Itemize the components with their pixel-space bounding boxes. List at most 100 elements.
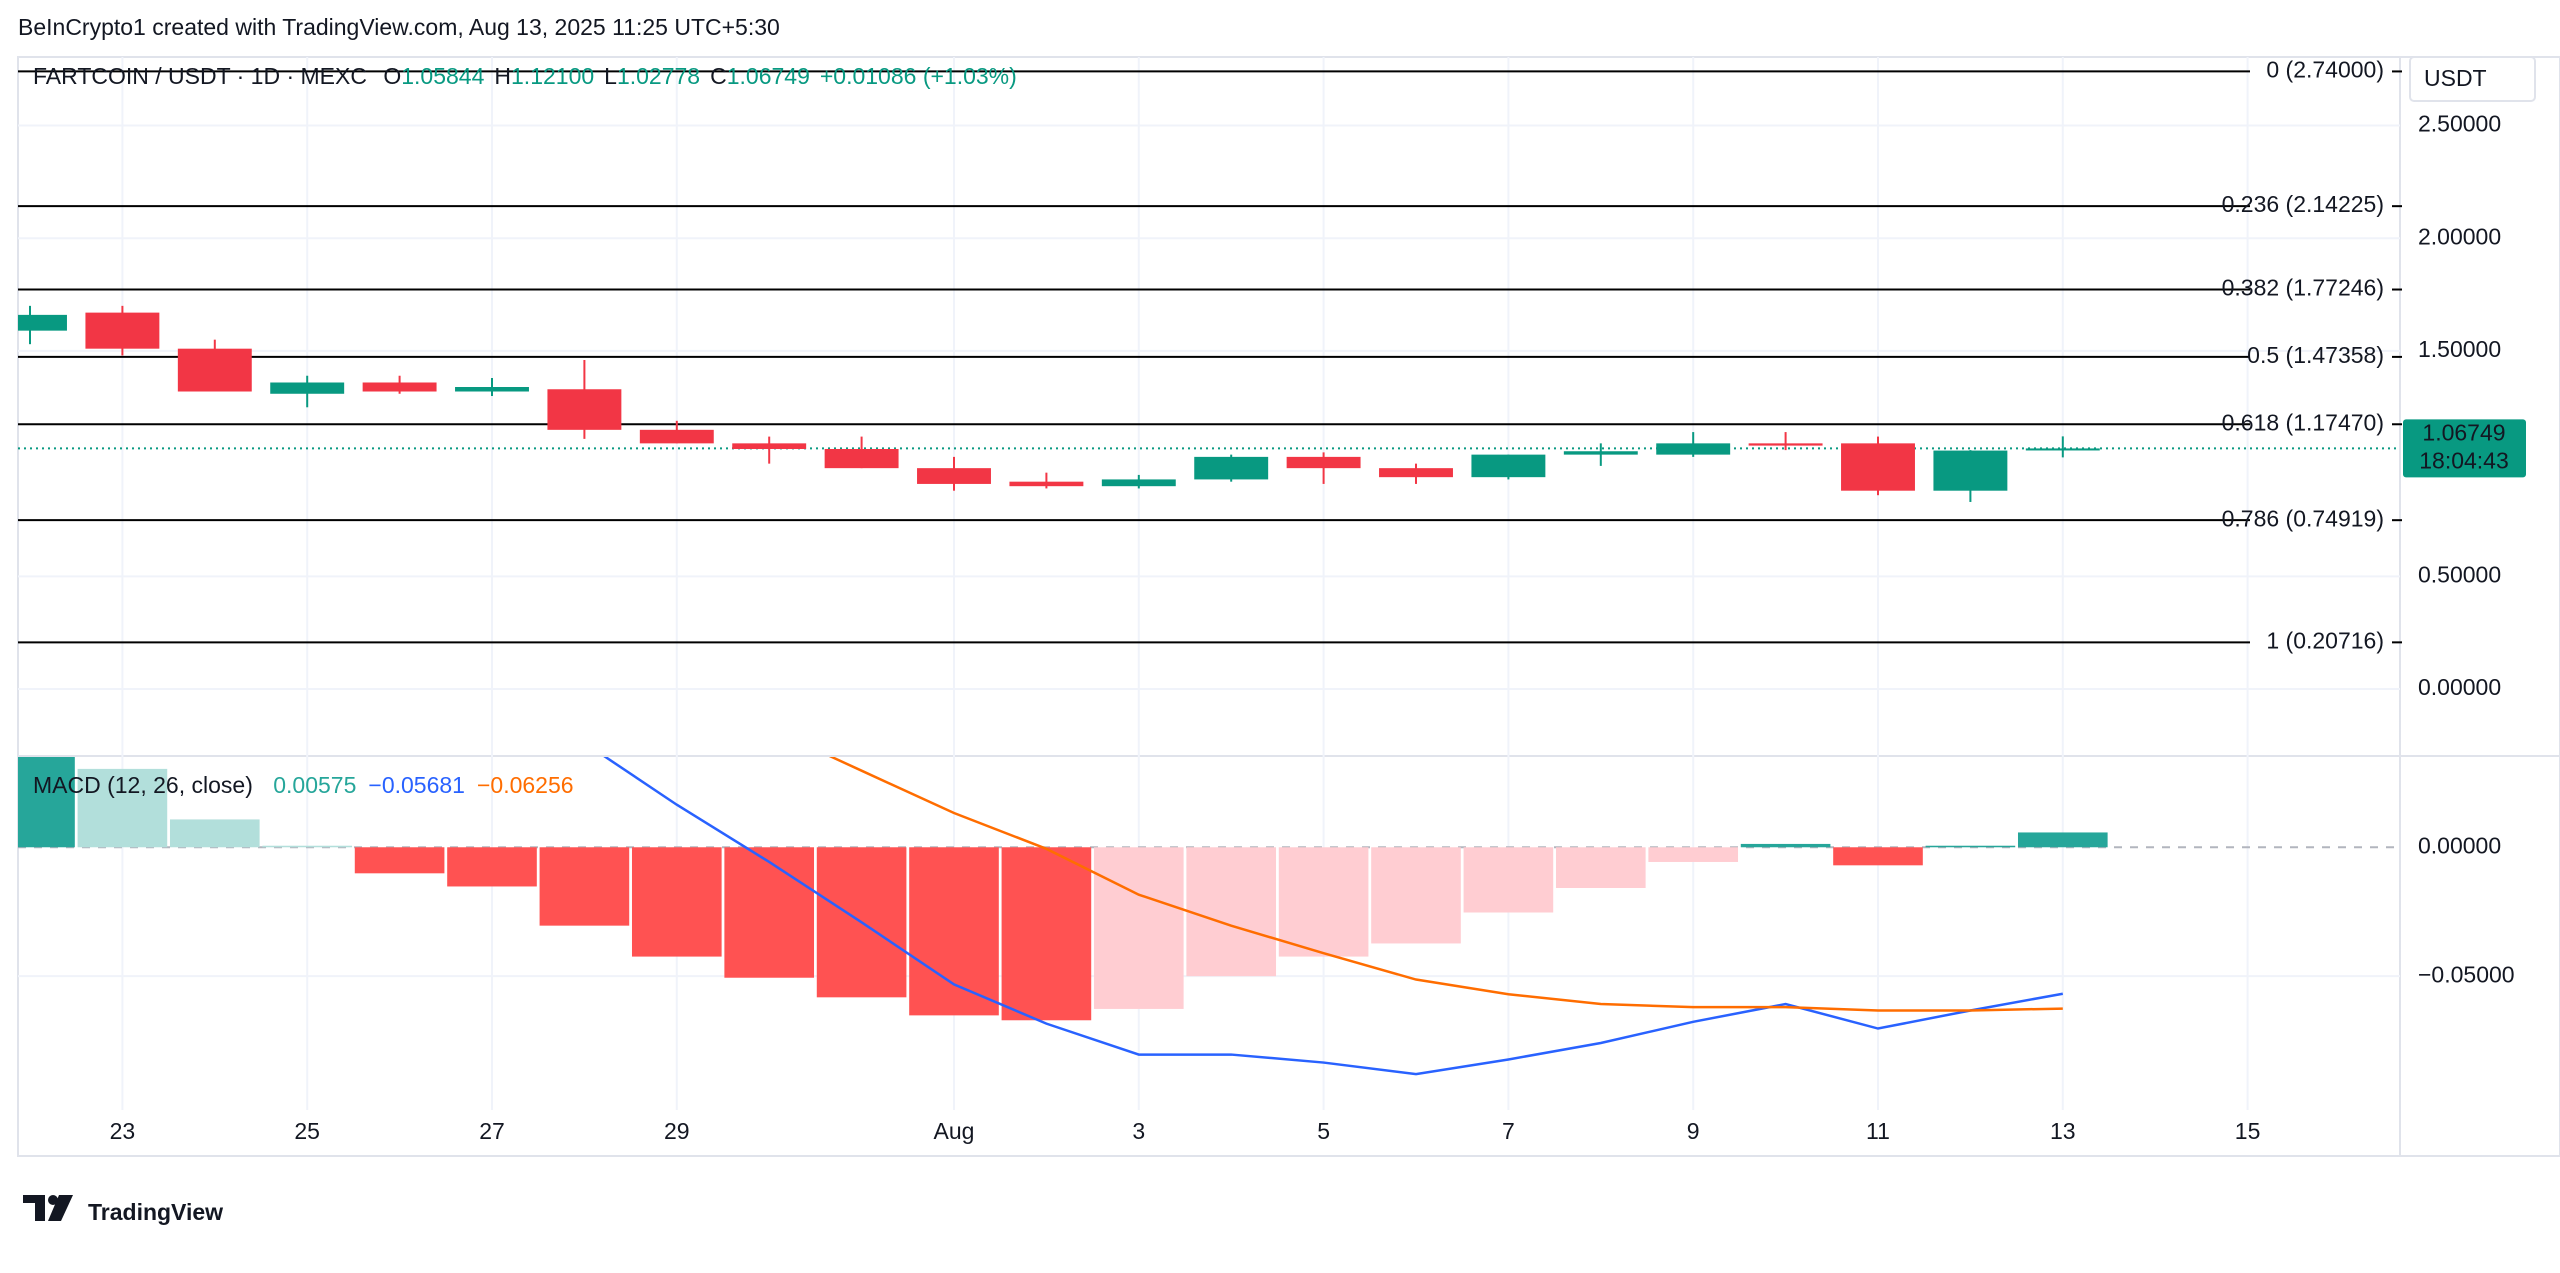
histogram-bar (1093, 847, 1184, 1009)
labels: 23 25 27 29 Aug 3 5 7 9 11 13 15 0.00000 0.50000 1.500… (110, 57, 2526, 1144)
legend-key: H (494, 63, 511, 89)
x-tick-label: 25 (294, 1118, 320, 1144)
histogram-bar (1648, 847, 1739, 862)
fib-label: 0.786 (0.74919) (2222, 505, 2384, 531)
candle-body (1286, 456, 1361, 469)
histogram-bar (1001, 847, 1092, 1021)
candle-body (1841, 443, 1915, 491)
candle-body (1194, 456, 1269, 480)
macd-line (603, 757, 2064, 1076)
histogram-bar (18, 757, 75, 848)
histogram-bar (631, 847, 722, 957)
logo-part (48, 1195, 73, 1221)
logo-part (23, 1195, 45, 1221)
x-tick-label: 29 (664, 1118, 690, 1144)
histogram-bar (262, 845, 353, 848)
legend-key: O (383, 63, 401, 89)
histogram-bar (1833, 847, 1923, 866)
series-value: −0.06256 (477, 772, 574, 798)
candle-body (639, 429, 714, 444)
symbol: FARTCOIN / USDT · 1D · MEXC (33, 63, 367, 89)
y-tick-label: −0.05000 (2418, 961, 2515, 987)
candle-body (1471, 454, 1546, 478)
legend-key: L (604, 63, 617, 89)
last-price-tag (2403, 419, 2526, 478)
candle-body (1009, 481, 1084, 487)
candle-body (917, 468, 991, 484)
candle-body (1379, 468, 1453, 478)
candle-body (362, 382, 437, 392)
series-value: −0.05681 (368, 772, 465, 798)
fib-label: 0 (2.74000) (2266, 57, 2384, 83)
histogram-bar (77, 768, 168, 848)
x-tick-label: Aug (934, 1118, 975, 1144)
histogram-bar (169, 819, 260, 848)
countdown: 18:04:43 (2419, 448, 2509, 474)
candle-body (1563, 451, 1638, 455)
legend-value: 1.06749 (727, 63, 810, 89)
macd-line (828, 757, 2063, 1012)
histogram-bar (2017, 832, 2108, 848)
y-tick-label: 0.00000 (2418, 674, 2501, 700)
histogram-bar (354, 847, 445, 874)
x-tick-label: 15 (2235, 1118, 2261, 1144)
candle-body (1933, 450, 2008, 491)
macd-title: MACD (12, 26, close) (33, 772, 253, 798)
histogram-bar (1925, 845, 2016, 848)
y-tick-label: 2.50000 (2418, 111, 2501, 137)
histogram-bar (1278, 847, 1369, 957)
histogram-value: 0.00575 (273, 772, 356, 798)
histogram-bar (1463, 847, 1554, 913)
x-tick-label: 9 (1687, 1118, 1700, 1144)
candle-body (824, 448, 899, 469)
x-tick-label: 7 (1502, 1118, 1515, 1144)
chart-frame (17, 56, 2560, 1157)
x-tick-label: 3 (1132, 1118, 1145, 1144)
x-tick-label: 13 (2050, 1118, 2076, 1144)
brand-logo (23, 1195, 73, 1221)
x-tick-label: 23 (110, 1118, 136, 1144)
logo-part (48, 1195, 58, 1205)
candle-body (547, 389, 622, 430)
candle-body (1748, 443, 1823, 446)
last-price-label: 1.06749 (2422, 420, 2505, 446)
grid (18, 57, 2400, 1110)
candle-body (455, 387, 529, 392)
candle-body (177, 348, 252, 392)
legend-change: +0.01086 (+1.03%) (820, 63, 1017, 89)
candle-body (1656, 443, 1731, 455)
x-tick-label: 27 (479, 1118, 505, 1144)
fib-label: 0.618 (1.17470) (2222, 409, 2384, 435)
histogram-bar (539, 847, 630, 926)
y-tick-label: 0.50000 (2418, 561, 2501, 587)
fib-label: 0.236 (2.14225) (2222, 191, 2384, 217)
brand-name: TradingView (88, 1199, 223, 1225)
histogram-bar (1371, 847, 1461, 944)
macd-pane (18, 757, 2108, 1076)
x-tick-label: 5 (1317, 1118, 1330, 1144)
candle-body (85, 312, 160, 349)
legend-value: 1.12100 (511, 63, 594, 89)
candle-body (270, 382, 345, 394)
currency-box[interactable] (2409, 56, 2536, 102)
histogram-bar (909, 847, 999, 1016)
candle-body (2025, 448, 2100, 451)
histogram-bar (447, 847, 537, 887)
fib-label: 0.5 (1.47358) (2247, 342, 2384, 368)
legend-value: 1.05844 (401, 63, 484, 89)
histogram-bar (1555, 847, 1646, 889)
y-tick-label: 2.00000 (2418, 223, 2501, 249)
y-tick-label: 1.50000 (2418, 336, 2501, 362)
candle-body (18, 314, 67, 331)
histogram-bar (1740, 843, 1831, 848)
macd-legend: MACD (12, 26, close) 0.00575 −0.05681 −0.0… (33, 772, 574, 798)
candle-body (1101, 479, 1176, 487)
fib-label: 0.382 (1.77246) (2222, 275, 2384, 301)
x-tick-label: 11 (1866, 1118, 1890, 1144)
currency: USDT (2424, 65, 2487, 91)
price-legend: FARTCOIN / USDT · 1D · MEXC O1.05844 H1.1… (33, 63, 1017, 89)
price-pane (18, 70, 2400, 644)
header: BeInCrypto1 created with TradingView.com… (18, 14, 780, 40)
